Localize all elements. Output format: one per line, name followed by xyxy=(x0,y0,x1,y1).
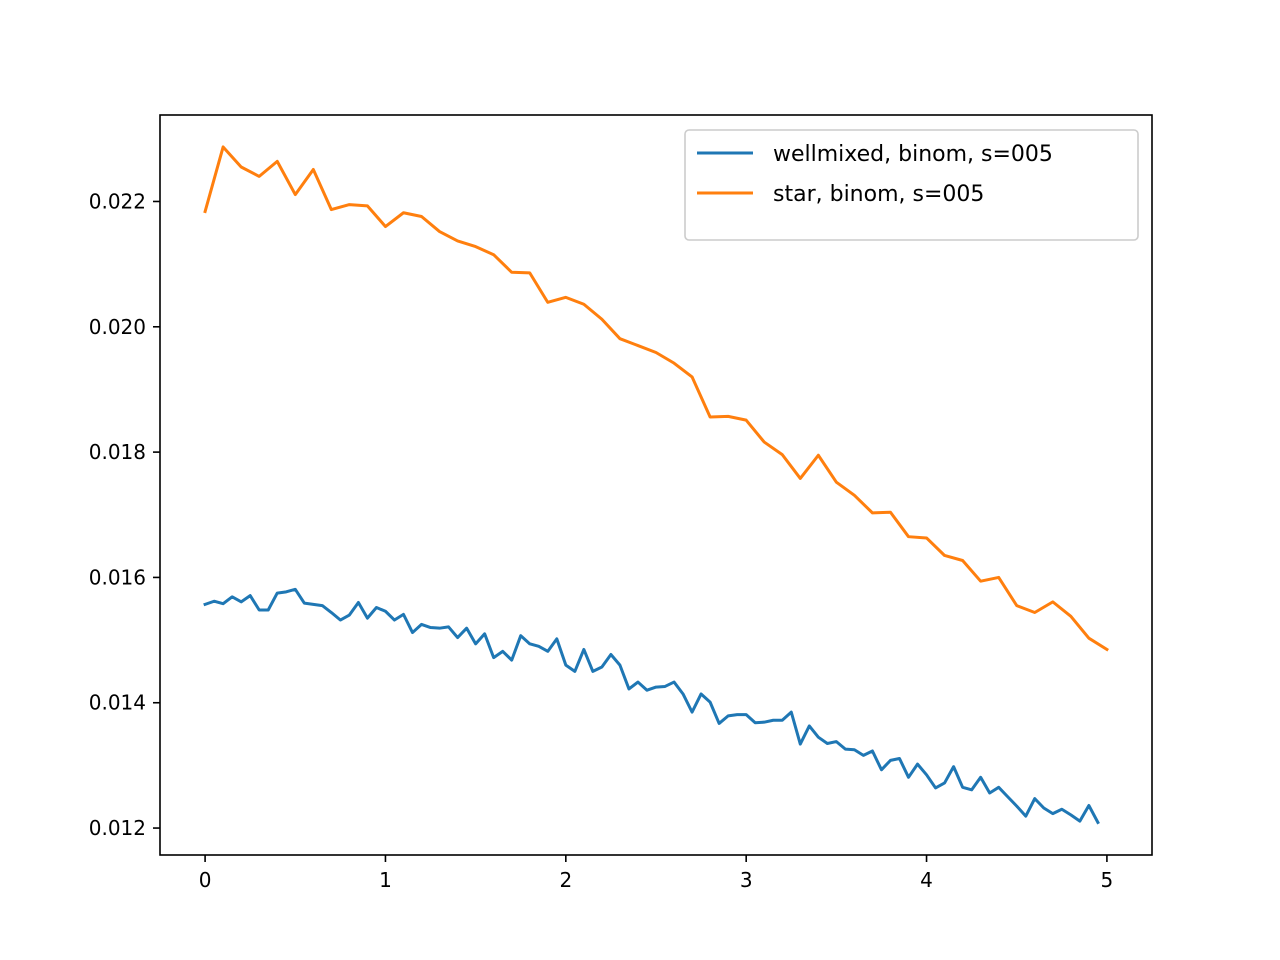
y-tick-label: 0.016 xyxy=(89,565,146,589)
y-tick-label: 0.014 xyxy=(89,691,146,715)
legend-label-2: star, binom, s=005 xyxy=(773,182,984,207)
y-tick-label: 0.022 xyxy=(89,189,146,213)
y-tick-label: 0.012 xyxy=(89,816,146,840)
x-tick-label: 0 xyxy=(199,868,212,892)
x-tick-label: 5 xyxy=(1101,868,1114,892)
x-tick-label: 3 xyxy=(740,868,753,892)
plot-frame xyxy=(159,114,1153,856)
legend-box xyxy=(684,129,1139,241)
series-line-1 xyxy=(203,587,1100,825)
series-layer xyxy=(203,145,1109,825)
y-tick-label: 0.018 xyxy=(89,440,146,464)
series-line-2 xyxy=(203,145,1109,652)
legend-label-1: wellmixed, binom, s=005 xyxy=(773,142,1053,167)
y-tick-label: 0.020 xyxy=(89,315,146,339)
x-tick-label: 2 xyxy=(559,868,572,892)
y-axis: 0.012 0.014 0.016 0.018 0.020 0.022 xyxy=(89,189,160,840)
x-tick-label: 1 xyxy=(379,868,392,892)
x-tick-label: 4 xyxy=(920,868,933,892)
legend: wellmixed, binom, s=005 star, binom, s=00… xyxy=(684,129,1139,241)
x-axis: 0 1 2 3 4 5 xyxy=(199,855,1114,892)
